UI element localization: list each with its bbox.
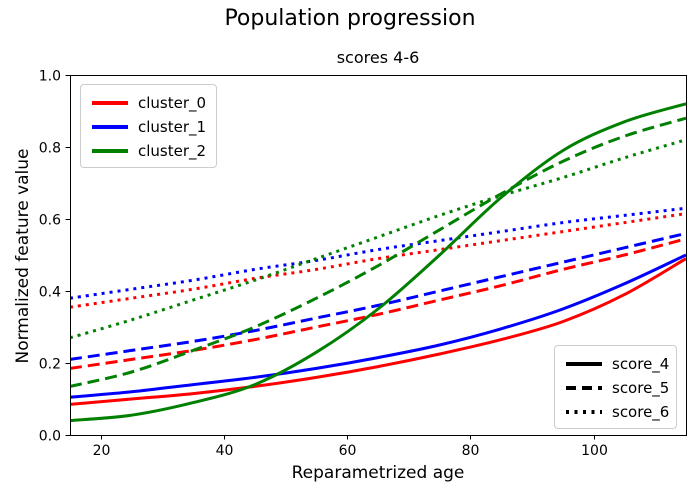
legend-label: cluster_0: [138, 94, 207, 112]
axes-title: scores 4-6: [336, 48, 420, 67]
curve-cluster_0-score_5: [70, 237, 686, 370]
x-tick-label: 60: [339, 443, 357, 459]
legend-label: score_5: [612, 379, 670, 397]
y-tick-label: 0.6: [39, 213, 61, 229]
legend-entry-score_5: score_5: [565, 376, 670, 400]
dotted-line-swatch: [566, 410, 602, 414]
y-tick-label: 0.8: [39, 141, 61, 157]
legend-entry-cluster_0: cluster_0: [91, 91, 206, 115]
curve-cluster_1-score_6: [70, 206, 686, 300]
axes-spines: [70, 75, 687, 436]
dashed-line-swatch: [566, 386, 602, 390]
y-tick-label: 0.2: [39, 357, 61, 373]
curve-cluster_0-score_4: [70, 257, 686, 406]
color-swatch: [92, 101, 128, 105]
legend-label: cluster_1: [138, 118, 207, 136]
x-tick-label: 80: [462, 443, 480, 459]
legend-entry-score_4: score_4: [565, 352, 670, 376]
x-tick-label: 40: [216, 443, 234, 459]
curve-cluster_2-score_5: [70, 116, 686, 388]
x-tick-label: 20: [93, 443, 111, 459]
curve-cluster_2-score_6: [70, 138, 686, 340]
legend-label: cluster_2: [138, 142, 207, 160]
curve-cluster_2-score_4: [70, 102, 686, 423]
figure-title: Population progression: [224, 6, 476, 31]
y-tick-label: 1.0: [39, 69, 61, 85]
y-tick-label: 0.0: [39, 429, 61, 445]
curve-cluster_0-score_6: [70, 212, 686, 309]
y-axis-label: Normalized feature value: [13, 148, 33, 364]
legend-scores: score_4 score_5 score_6: [554, 345, 677, 429]
x-axis-label: Reparametrized age: [291, 463, 465, 483]
color-swatch: [92, 149, 128, 153]
legend-entry-cluster_2: cluster_2: [91, 139, 206, 163]
legend-clusters: cluster_0 cluster_1 cluster_2: [80, 84, 217, 168]
legend-label: score_6: [612, 403, 670, 421]
legend-label: score_4: [612, 355, 670, 373]
y-tick-label: 0.4: [39, 285, 61, 301]
curves-group: [70, 102, 686, 423]
curve-cluster_1-score_5: [70, 231, 686, 361]
solid-line-swatch: [566, 362, 602, 366]
x-tick-label: 100: [581, 443, 608, 459]
legend-entry-cluster_1: cluster_1: [91, 115, 206, 139]
color-swatch: [92, 125, 128, 129]
legend-entry-score_6: score_6: [565, 400, 670, 424]
curve-cluster_1-score_4: [70, 253, 686, 399]
